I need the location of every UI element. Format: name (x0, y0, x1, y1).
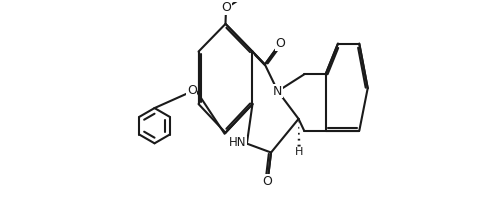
Text: O: O (187, 84, 196, 97)
Text: N: N (273, 85, 282, 98)
Text: HN: HN (229, 136, 247, 149)
Text: O: O (276, 37, 285, 50)
Text: H: H (295, 147, 304, 158)
Text: O: O (221, 1, 231, 14)
Text: O: O (262, 175, 272, 188)
